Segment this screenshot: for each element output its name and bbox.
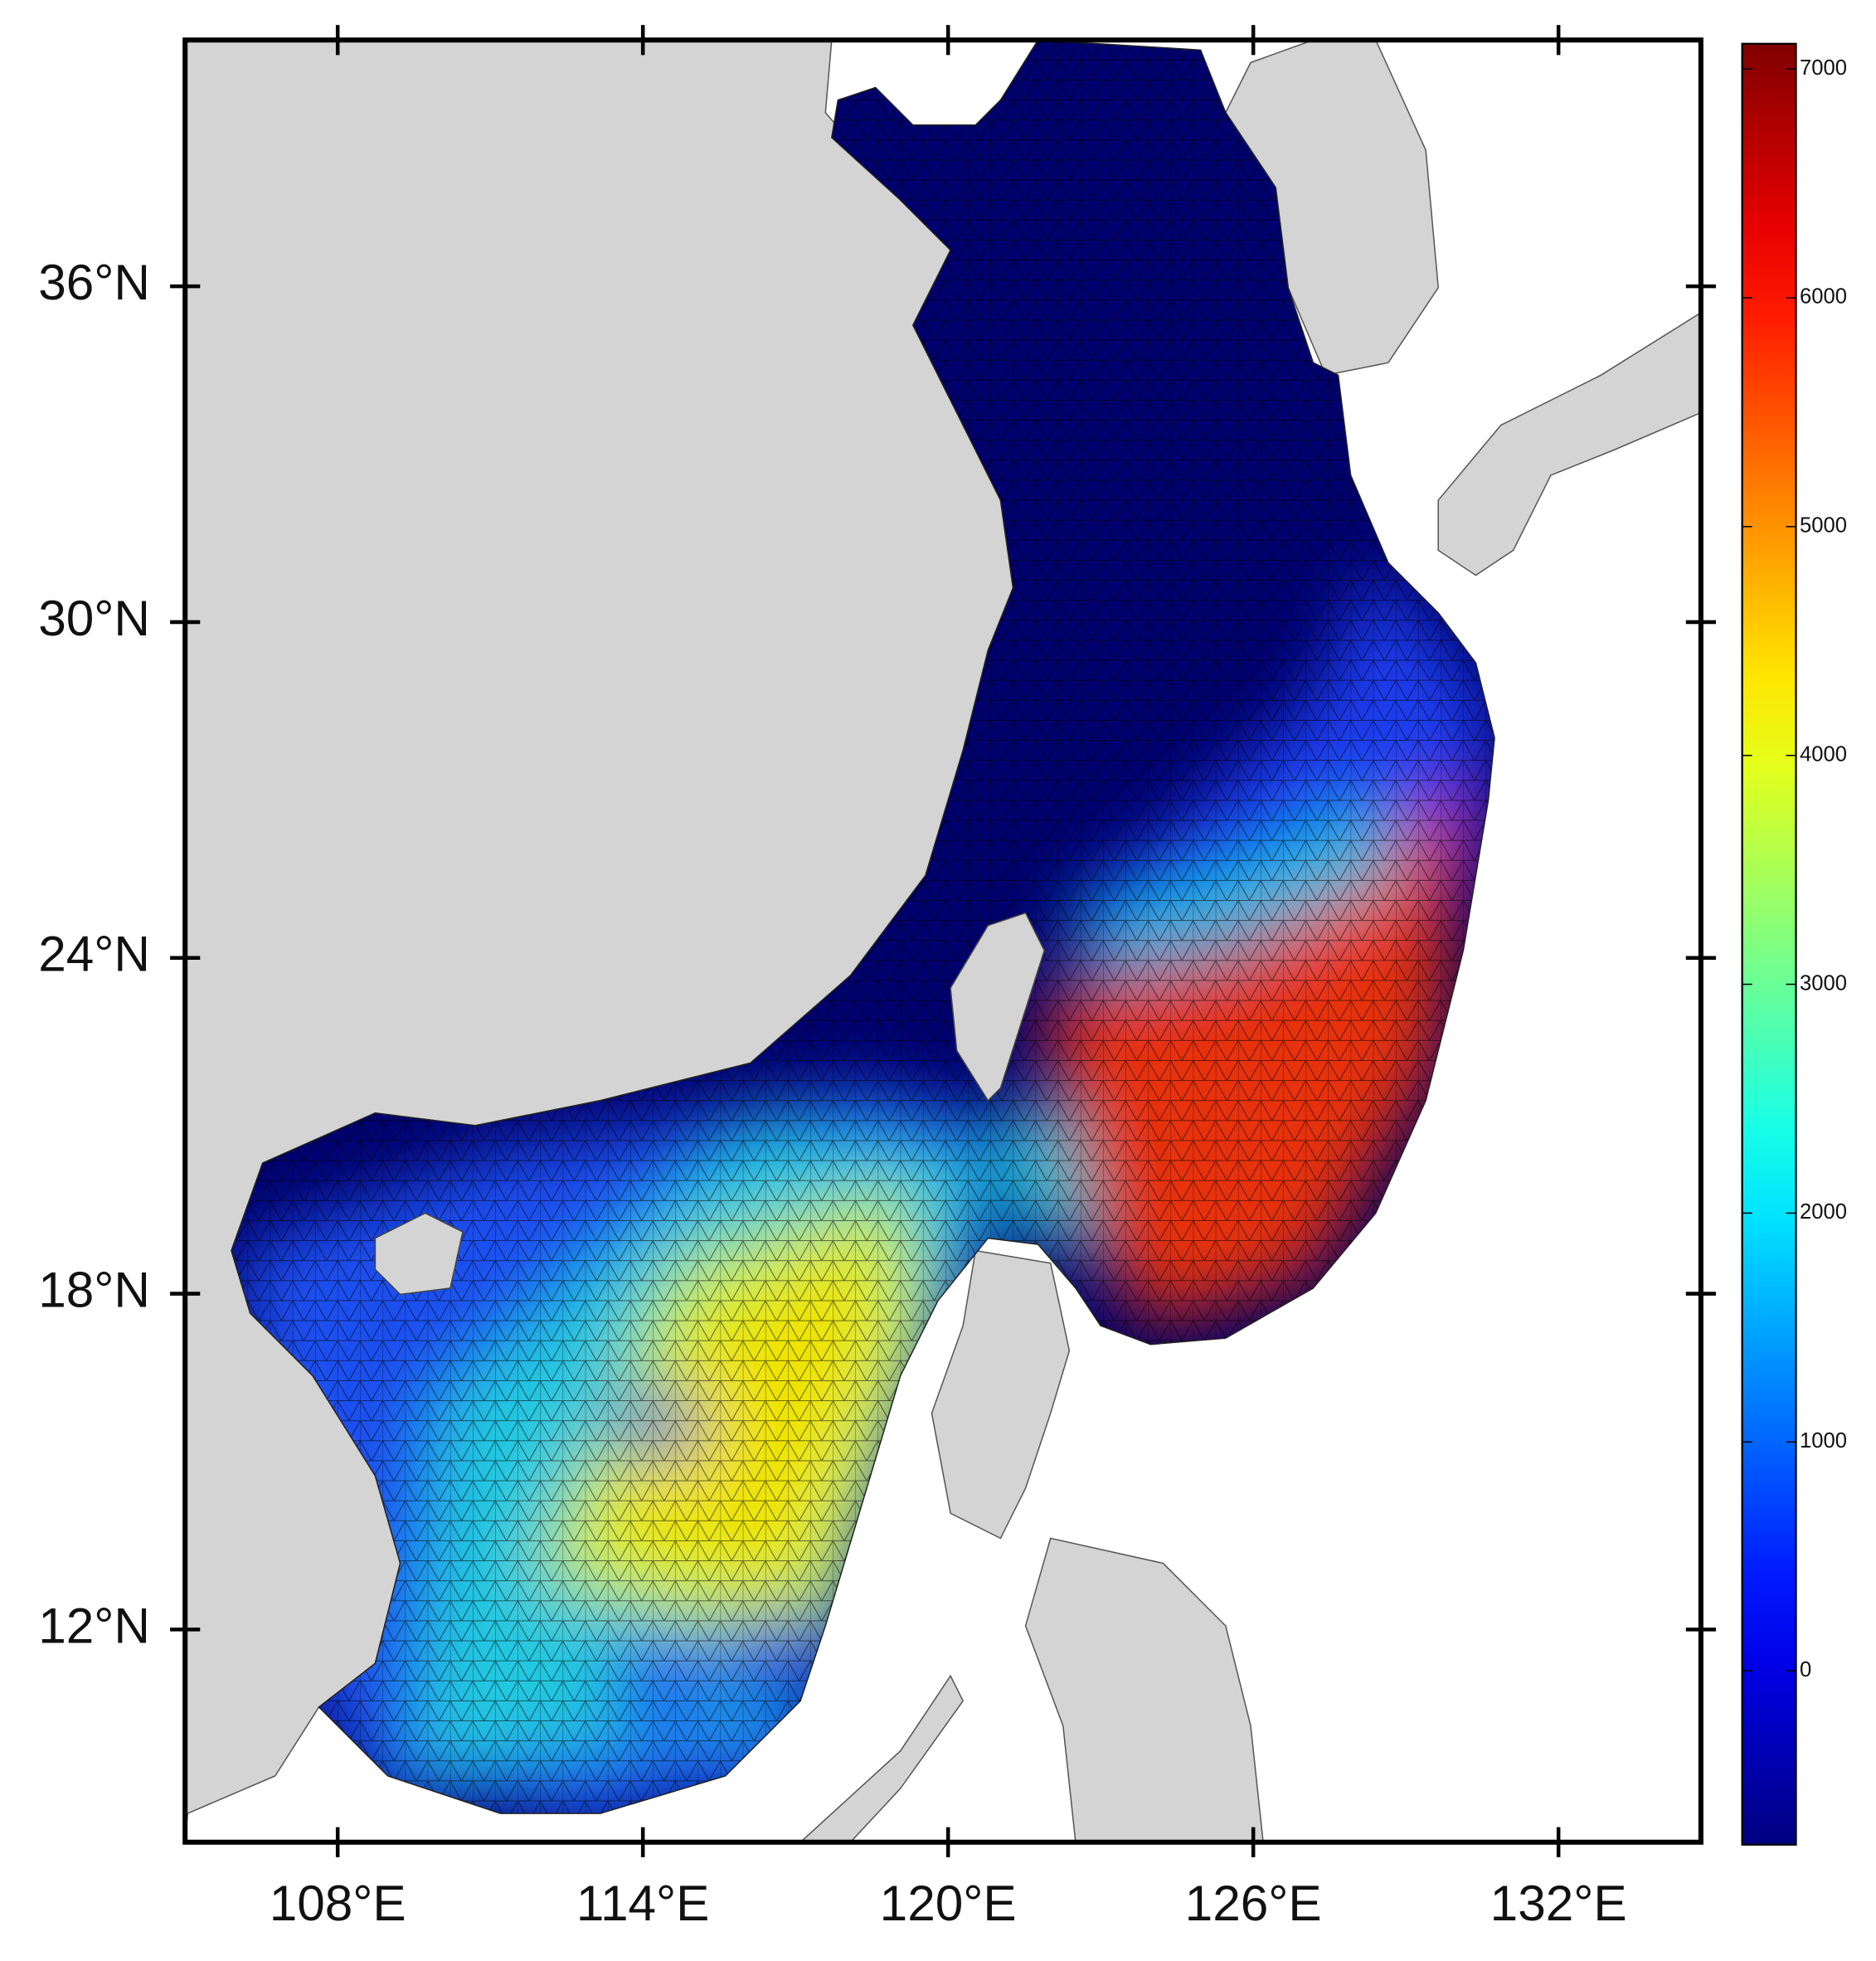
- palawan: [799, 1674, 965, 1842]
- x-tick-label: 120°E: [880, 1875, 1017, 1931]
- colorbar-tick-label: 6000: [1800, 285, 1847, 309]
- luzon: [931, 1249, 1071, 1540]
- colorbar-tick-label: 1000: [1800, 1429, 1847, 1453]
- x-tick-label: 132°E: [1490, 1875, 1627, 1931]
- y-tick-label: 12°N: [38, 1597, 150, 1653]
- japan: [1437, 312, 1701, 577]
- colorbar-tick-label: 5000: [1800, 514, 1847, 538]
- colorbar-tick-label: 3000: [1800, 971, 1847, 995]
- y-tick-label: 36°N: [38, 254, 150, 310]
- axes: 108°E 114°E 120°E 126°E 132°E 12°N 18°N 24°N 30°…: [38, 25, 1716, 1931]
- colorbar-tick-label: 2000: [1800, 1200, 1847, 1224]
- x-tick-label: 108°E: [270, 1875, 406, 1931]
- colorbar-tick-label: 0: [1800, 1658, 1811, 1681]
- colorbar-scale: [1741, 42, 1797, 1846]
- visayas-mindanao: [1024, 1537, 1264, 1842]
- y-tick-label: 30°N: [38, 590, 150, 646]
- taiwan: [950, 912, 1045, 1102]
- x-tick-label: 126°E: [1185, 1875, 1322, 1931]
- y-tick-label: 18°N: [38, 1262, 150, 1318]
- colorbar: 0 1000 2000 3000 4000 5000 6000 7000: [1741, 42, 1847, 1846]
- colorbar-tick-label: 7000: [1800, 56, 1847, 80]
- x-tick-label: 114°E: [576, 1875, 709, 1931]
- map-frame: [182, 37, 1703, 1845]
- hainan: [374, 1212, 464, 1296]
- colorbar-tick-label: 4000: [1800, 742, 1847, 766]
- y-tick-label: 24°N: [38, 926, 150, 982]
- map-area: [185, 40, 1701, 1842]
